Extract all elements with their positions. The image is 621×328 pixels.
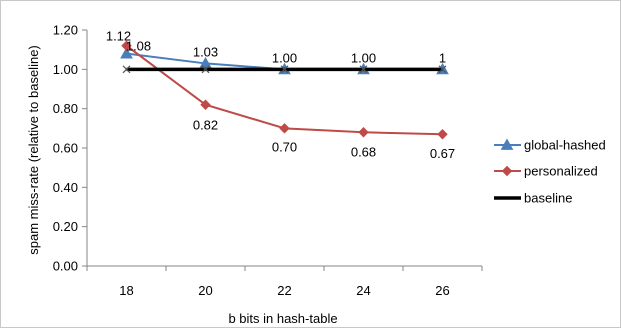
data-point-global-hashed xyxy=(120,47,133,59)
data-point-personalized xyxy=(279,123,290,134)
data-point-baseline xyxy=(201,65,210,74)
data-label-global-hashed: 1 xyxy=(439,50,446,65)
data-point-personalized xyxy=(200,99,211,110)
data-label-personalized: 1.12 xyxy=(106,29,131,44)
x-tick-label: 18 xyxy=(119,283,133,298)
x-tick-label: 24 xyxy=(356,283,370,298)
y-tick-label: 0.00 xyxy=(53,259,78,274)
legend-marker xyxy=(501,165,513,177)
legend: global-hashed personalized baseline xyxy=(494,138,606,206)
legend-label: baseline xyxy=(524,191,572,206)
x-axis-title: b bits in hash-table xyxy=(228,311,337,326)
y-tick-label: 0.60 xyxy=(53,141,78,156)
data-point-personalized xyxy=(121,40,132,51)
legend-item-global-hashed: global-hashed xyxy=(494,138,606,153)
data-label-personalized: 0.70 xyxy=(272,139,297,154)
data-label-personalized: 0.68 xyxy=(351,144,376,159)
legend-label: global-hashed xyxy=(524,138,606,153)
data-point-personalized xyxy=(358,127,369,138)
data-label-global-hashed: 1.08 xyxy=(126,39,151,54)
legend-item-baseline: baseline xyxy=(494,191,572,206)
data-label-global-hashed: 1.00 xyxy=(272,50,297,65)
y-tick-label: 0.80 xyxy=(53,101,78,116)
y-tick-label: 0.20 xyxy=(53,219,78,234)
y-axis-title: spam miss-rate (relative to baseline) xyxy=(26,45,41,255)
legend-marker xyxy=(500,138,514,150)
y-tick-label: 1.20 xyxy=(53,23,78,38)
data-point-baseline xyxy=(359,65,368,74)
y-tick-label: 0.40 xyxy=(53,180,78,195)
y-axis: 0.00 0.20 0.40 0.60 0.80 1.00 1.20 xyxy=(53,23,88,274)
data-label-personalized: 0.67 xyxy=(430,146,455,161)
x-tick-label: 26 xyxy=(435,283,449,298)
y-tick-label: 1.00 xyxy=(53,62,78,77)
series-layer xyxy=(120,40,449,140)
legend-item-personalized: personalized xyxy=(494,164,598,179)
data-label-personalized: 0.82 xyxy=(193,118,218,133)
data-label-global-hashed: 1.00 xyxy=(351,50,376,65)
data-point-baseline xyxy=(438,65,447,74)
data-label-global-hashed: 1.03 xyxy=(193,44,218,59)
data-labels: 1.08 1.03 1.00 1.00 1 1.12 0.82 0.70 0.68 0.67 xyxy=(106,29,455,162)
x-tick-label: 20 xyxy=(198,283,212,298)
legend-label: personalized xyxy=(524,164,598,179)
x-tick-label: 22 xyxy=(277,283,291,298)
data-point-baseline xyxy=(122,65,131,74)
x-axis: 18 20 22 24 26 xyxy=(86,265,483,298)
data-point-baseline xyxy=(280,65,289,74)
data-point-personalized xyxy=(437,129,448,140)
